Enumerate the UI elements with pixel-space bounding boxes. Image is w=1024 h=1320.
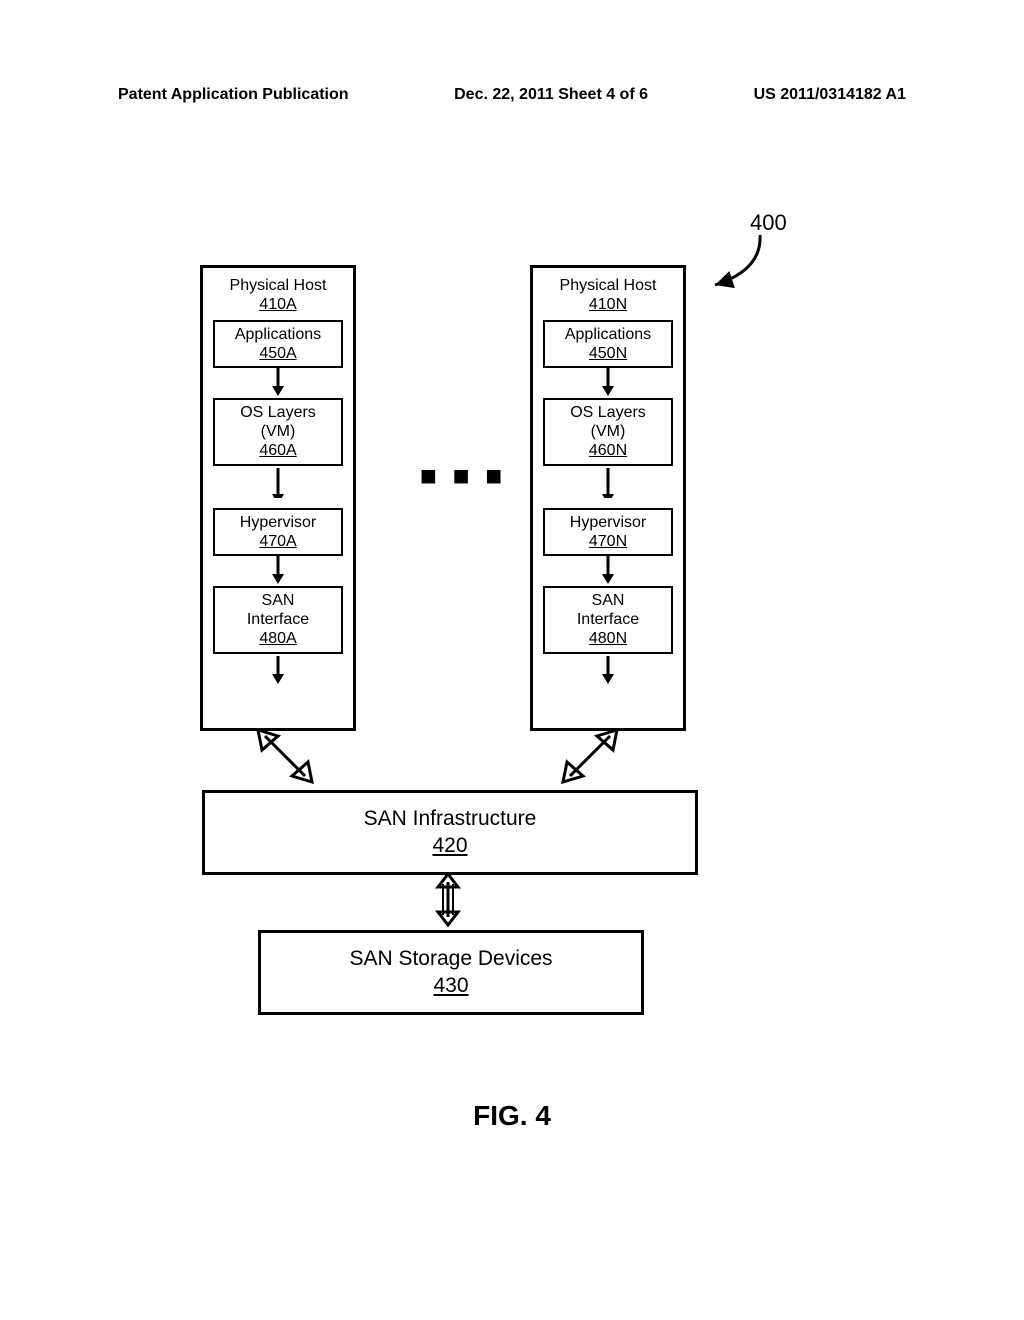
arrow-os-to-hv-n — [598, 468, 618, 498]
os-layers-n: OS Layers (VM) 460N — [543, 398, 673, 466]
physical-host-n: Physical Host 410N Applications 450N OS … — [530, 265, 686, 731]
arrow-san-to-bottom-n — [598, 656, 618, 686]
host-a-title-ref: 410A — [259, 296, 296, 313]
host-n-title-text: Physical Host — [560, 277, 657, 294]
san-interface-a: SAN Interface 480A — [213, 586, 343, 654]
arrow-apps-to-os-a — [268, 368, 288, 398]
host-n-title-ref: 410N — [589, 296, 627, 313]
san-storage-devices: SAN Storage Devices 430 — [258, 930, 644, 1015]
physical-host-a: Physical Host 410A Applications 450A OS … — [200, 265, 356, 731]
host-a-title: Physical Host 410A — [203, 268, 353, 314]
ellipsis: ■ ■ ■ — [420, 460, 506, 492]
header-right: US 2011/0314182 A1 — [754, 86, 906, 104]
host-a-title-text: Physical Host — [230, 277, 327, 294]
arrow-apps-to-os-n — [598, 368, 618, 398]
page-header: Patent Application Publication Dec. 22, … — [0, 86, 1024, 104]
host-n-title: Physical Host 410N — [533, 268, 683, 314]
hypervisor-a: Hypervisor 470A — [213, 508, 343, 556]
figure-label: FIG. 4 — [0, 1100, 1024, 1132]
hypervisor-n: Hypervisor 470N — [543, 508, 673, 556]
san-infrastructure: SAN Infrastructure 420 — [202, 790, 698, 875]
figure-ref-arrow — [700, 230, 780, 300]
header-left: Patent Application Publication — [118, 86, 349, 104]
san-interface-n: SAN Interface 480N — [543, 586, 673, 654]
double-arrow-host-n-to-san — [555, 728, 635, 798]
double-arrow-infra-to-storage — [428, 872, 468, 932]
applications-a: Applications 450A — [213, 320, 343, 368]
arrow-os-to-hv-a — [268, 468, 288, 498]
double-arrow-host-a-to-san — [250, 728, 330, 798]
header-mid: Dec. 22, 2011 Sheet 4 of 6 — [454, 86, 648, 104]
applications-n: Applications 450N — [543, 320, 673, 368]
arrow-hv-to-san-a — [268, 556, 288, 586]
os-layers-a: OS Layers (VM) 460A — [213, 398, 343, 466]
arrow-san-to-bottom-a — [268, 656, 288, 686]
arrow-hv-to-san-n — [598, 556, 618, 586]
